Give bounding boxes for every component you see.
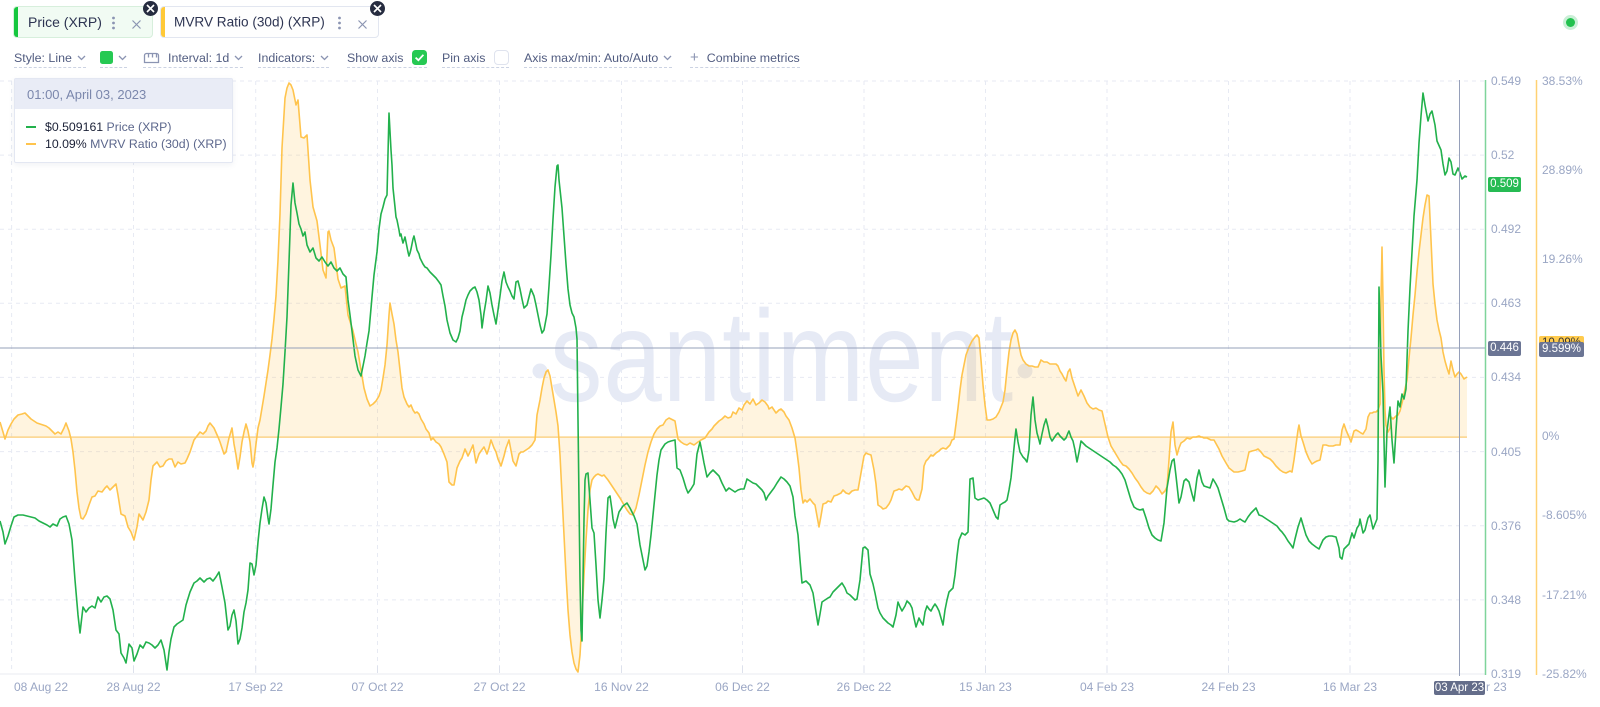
svg-text:santiment: santiment bbox=[550, 284, 1014, 429]
